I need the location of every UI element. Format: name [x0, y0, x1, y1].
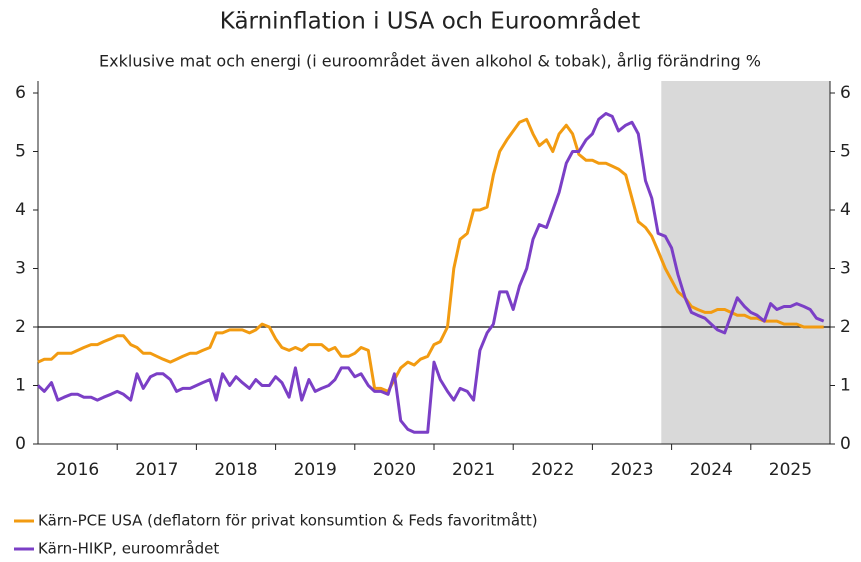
y-tick-label: 2: [15, 317, 26, 337]
x-tick-label: 2022: [531, 460, 574, 480]
x-tick-label: 2024: [690, 460, 733, 480]
y2-tick-label: 2: [840, 317, 851, 337]
y-tick-label: 3: [15, 259, 26, 279]
y2-tick-label: 3: [840, 259, 851, 279]
x-tick-label: 2020: [373, 460, 416, 480]
series-line: [37, 117, 824, 393]
y2-tick-label: 0: [840, 434, 851, 454]
y-tick-label: 6: [15, 83, 26, 103]
x-tick-label: 2021: [452, 460, 495, 480]
x-tick-label: 2023: [610, 460, 653, 480]
y-tick-label: 1: [15, 376, 26, 396]
x-tick-label: 2019: [294, 460, 337, 480]
x-tick-label: 2017: [135, 460, 178, 480]
x-tick-label: 2018: [214, 460, 257, 480]
x-tick-label: 2016: [56, 460, 99, 480]
y-tick-label: 5: [15, 142, 26, 162]
legend-label: Kärn-HIKP, euroområdet: [38, 540, 219, 558]
y2-tick-label: 1: [840, 376, 851, 396]
forecast-shade: [661, 81, 830, 444]
legend-label: Kärn-PCE USA (deflatorn för privat konsu…: [38, 512, 538, 530]
x-tick-label: 2025: [769, 460, 812, 480]
y-tick-label: 4: [15, 200, 26, 220]
chart-subtitle: Exklusive mat och energi (i euroområdet …: [99, 52, 761, 71]
series-line: [36, 112, 825, 434]
y2-tick-label: 4: [840, 200, 851, 220]
chart-title: Kärninflation i USA och Euroområdet: [220, 7, 640, 35]
y2-tick-label: 5: [840, 142, 851, 162]
y-tick-label: 0: [15, 434, 26, 454]
y2-tick-label: 6: [840, 83, 851, 103]
